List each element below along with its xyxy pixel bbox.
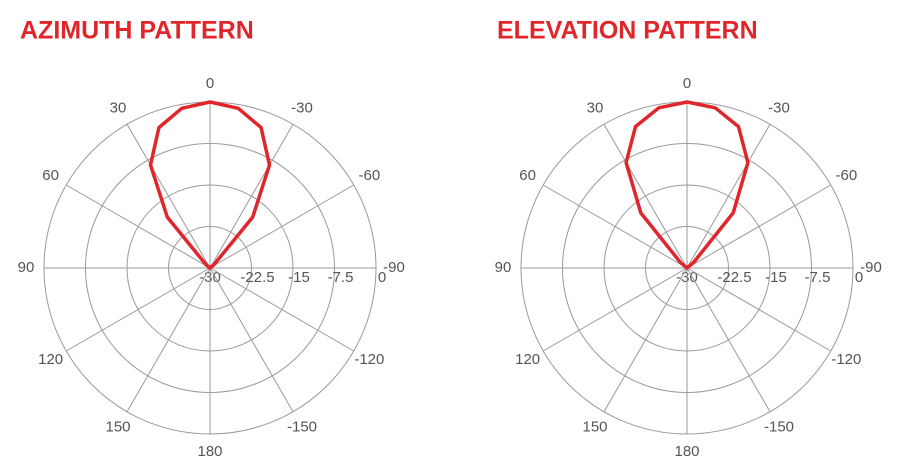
r-tick-label: 0 — [378, 269, 386, 286]
spoke — [542, 184, 688, 269]
theta-tick-label: 0 — [683, 75, 691, 92]
theta-tick-label: -90 — [860, 259, 882, 276]
r-tick-label: 0 — [855, 269, 863, 286]
theta-tick-label: -120 — [831, 351, 861, 368]
spoke — [686, 184, 832, 269]
chart-title: AZIMUTH PATTERN — [20, 17, 254, 45]
theta-tick-label: -30 — [768, 100, 790, 117]
theta-tick-label: -90 — [383, 259, 405, 276]
spoke — [542, 267, 688, 352]
spoke — [686, 267, 832, 352]
spoke — [126, 267, 211, 413]
spoke — [603, 123, 688, 269]
theta-tick-label: 120 — [515, 351, 540, 368]
spoke — [209, 123, 294, 269]
theta-tick-label: -150 — [287, 418, 317, 435]
theta-tick-label: -60 — [359, 167, 381, 184]
r-tick-label: -15 — [288, 269, 310, 286]
spoke — [65, 267, 211, 352]
theta-tick-label: 150 — [582, 418, 607, 435]
theta-tick-label: 60 — [519, 167, 536, 184]
theta-tick-label: 150 — [105, 418, 130, 435]
pattern-line — [624, 100, 750, 270]
r-tick-label: -7.5 — [805, 269, 831, 286]
spoke — [686, 267, 771, 413]
theta-tick-label: 180 — [197, 443, 222, 460]
spoke — [209, 267, 355, 352]
r-tick-label: -22.5 — [240, 269, 274, 286]
theta-tick-label: 30 — [110, 100, 127, 117]
spoke — [603, 267, 688, 413]
theta-tick-label: 180 — [674, 443, 699, 460]
theta-tick-label: 90 — [495, 259, 512, 276]
r-tick-label: -7.5 — [328, 269, 354, 286]
theta-tick-label: 120 — [38, 351, 63, 368]
spoke — [209, 184, 355, 269]
theta-tick-label: -120 — [354, 351, 384, 368]
theta-tick-label: 90 — [18, 259, 35, 276]
theta-tick-label: 30 — [587, 100, 604, 117]
theta-tick-label: 0 — [206, 75, 214, 92]
pattern-line — [148, 100, 272, 270]
theta-tick-label: -60 — [836, 167, 858, 184]
spoke — [126, 123, 211, 269]
spoke — [686, 123, 771, 269]
theta-tick-label: -150 — [764, 418, 794, 435]
spoke — [209, 267, 294, 413]
chart-title: ELEVATION PATTERN — [497, 17, 758, 45]
theta-tick-label: 60 — [42, 167, 59, 184]
r-tick-label: -22.5 — [717, 269, 751, 286]
r-tick-label: -15 — [765, 269, 787, 286]
spoke — [65, 184, 211, 269]
theta-tick-label: -30 — [291, 100, 313, 117]
